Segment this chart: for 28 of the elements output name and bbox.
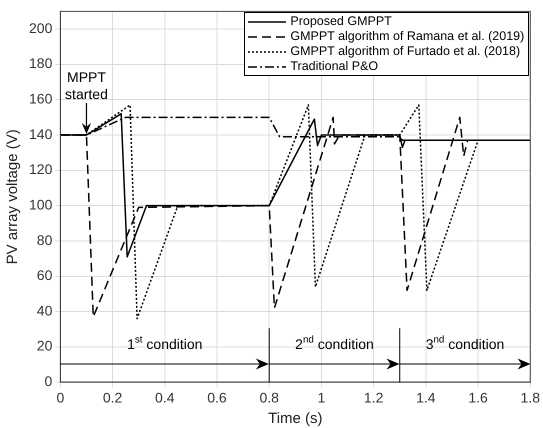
y-tick-label: 140 [29,126,53,142]
y-tick-label: 200 [29,20,53,36]
legend-label: Traditional P&O [290,59,378,74]
x-tick-label: 0.8 [259,389,280,406]
y-tick-label: 180 [29,55,53,72]
y-axis-title: PV array voltage (V) [4,129,22,264]
x-tick-label: 0.6 [207,389,227,406]
annotation: MPPT started [65,69,108,102]
legend-label: Proposed GMPPT [290,14,392,30]
y-tick-label: 100 [29,196,53,212]
y-tick-label: 0 [44,373,53,390]
x-tick-label: 1.8 [520,389,540,406]
y-tick-label: 40 [36,302,53,318]
y-tick-label: 80 [36,232,53,248]
x-axis-title: Time (s) [268,410,323,428]
x-tick-label: 1.6 [468,389,488,406]
x-tick-label: 1.4 [416,389,436,406]
y-tick-label: 120 [29,161,53,178]
x-tick-label: 1.2 [364,389,384,406]
x-tick-label: 1 [318,389,326,406]
y-tick-label: 160 [29,90,53,107]
y-tick-label: 60 [36,267,53,284]
legend-label: GMPPT algorithm of Ramana et al. (2019) [290,29,524,44]
legend-label: GMPPT algorithm of Furtado et al. (2018) [290,44,520,60]
x-tick-label: 0.2 [102,389,123,406]
x-tick-label: 0 [56,389,64,406]
x-tick-label: 0.4 [155,389,175,406]
y-tick-label: 20 [36,338,53,354]
